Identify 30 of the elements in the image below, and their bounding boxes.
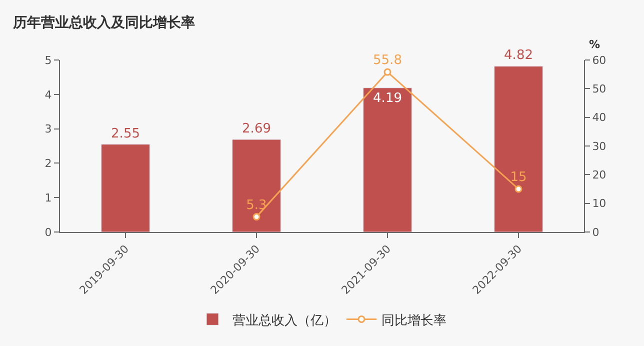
y2-tick-label: 10: [592, 197, 606, 210]
y2-tick-label: 30: [592, 140, 606, 153]
data-label: 55.8: [373, 53, 402, 68]
bar: [232, 139, 281, 232]
point: [514, 185, 522, 193]
y-tick-label: 0: [44, 226, 52, 239]
y2-tick-label: 20: [592, 168, 606, 182]
y-tick-label: 4: [44, 88, 52, 102]
y-tick-label: 3: [44, 122, 52, 136]
y-tick-label: 2: [44, 157, 52, 170]
point: [252, 213, 260, 221]
point: [384, 68, 392, 76]
data-label: 15: [510, 170, 527, 185]
data-label: 4.82: [504, 48, 533, 64]
y-tick-label: 5: [44, 54, 52, 67]
data-label: 4.19: [373, 90, 402, 106]
legend-label: 同比增长率: [382, 312, 446, 328]
bar: [363, 88, 412, 232]
y2-tick-label: 40: [592, 111, 606, 124]
legend-label: 营业总收入（亿）: [232, 313, 336, 328]
data-label: 2.55: [111, 126, 140, 142]
data-label: 2.69: [242, 121, 271, 136]
bar: [494, 66, 543, 232]
y2-axis-title: %: [589, 38, 600, 51]
y2-tick-label: 50: [592, 82, 606, 96]
y-tick-label: 1: [44, 191, 52, 204]
chart-title: 历年营业总收入及同比增长率: [12, 14, 195, 32]
y2-tick-label: 0: [592, 226, 600, 239]
y2-tick-label: 60: [592, 54, 606, 67]
bar: [101, 144, 150, 232]
